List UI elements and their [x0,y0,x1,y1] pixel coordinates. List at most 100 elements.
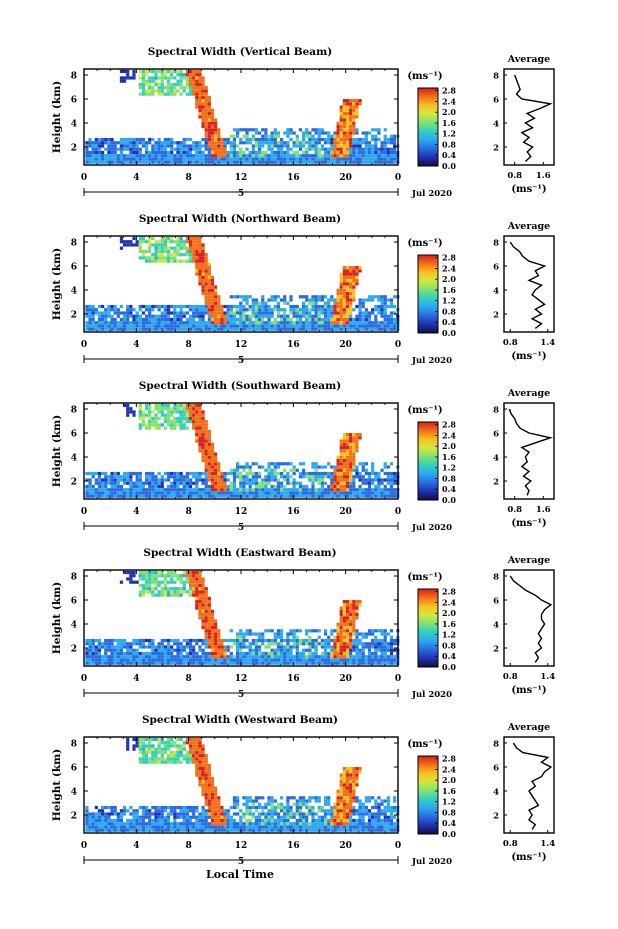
heatmap-cell [157,741,161,745]
heatmap-cell [141,590,146,594]
heatmap-cell [339,651,343,656]
heatmap-cell [126,154,130,158]
heatmap-cell [327,157,331,161]
heatmap-cell [364,147,368,151]
heatmap-cell [195,478,199,482]
heatmap-cell [349,648,353,652]
heatmap-cell [308,321,312,325]
heatmap-cell [236,642,240,646]
heatmap-cell [129,648,133,652]
heatmap-cell [91,812,95,816]
heatmap-cell [245,475,249,479]
heatmap-cell [195,73,199,77]
heatmap-cell [352,616,356,620]
heatmap-cell [377,645,381,649]
heatmap-cell [201,481,205,485]
heatmap-cell [339,475,343,479]
heatmap-cell [176,160,180,164]
y-tick-label: 2 [71,311,77,321]
heatmap-cell [179,160,183,164]
heatmap-cell [85,491,89,495]
heatmap-cell [273,471,277,476]
heatmap-cell [349,462,353,466]
heatmap-cell [239,321,243,325]
heatmap-cell [301,141,306,145]
heatmap-cell [317,150,321,155]
heatmap-cell [317,295,321,299]
heatmap-cell [352,603,356,607]
heatmap-cell [355,150,359,155]
heatmap-cell [349,108,353,112]
colorbar-unit: (ms⁻¹) [407,238,442,249]
heatmap-cell [182,73,186,77]
heatmap-cell [242,468,246,472]
heatmap-cell [91,484,95,489]
heatmap-cell [126,494,130,498]
heatmap-cell [148,818,152,823]
heatmap-cell [154,160,158,164]
heatmap-cell [91,157,95,161]
heatmap-cell [144,92,149,96]
heatmap-cell [210,458,215,463]
heatmap-cell [333,141,337,145]
heatmap-cell [298,147,303,151]
heatmap-cell [119,828,124,832]
colorbar-unit: (ms⁻¹) [407,405,442,416]
heatmap-cell [355,102,359,106]
heatmap-cell [204,253,208,257]
heatmap-cell [88,311,92,315]
heatmap-cell [364,144,368,148]
heatmap-cell [163,583,168,588]
heatmap-cell [192,141,196,145]
heatmap-cell [320,321,325,325]
heatmap-cell [298,160,303,164]
heatmap-cell [210,475,215,479]
heatmap-cell [104,815,108,819]
heatmap-cell [188,587,193,591]
colorbar-tick-label: 1.6 [442,118,456,128]
heatmap-cell [301,321,306,325]
heatmap-cell [339,131,343,135]
heatmap-cell [264,301,268,305]
heatmap-cell [198,420,202,424]
heatmap-cell [217,327,221,331]
heatmap-cell [289,157,293,161]
heatmap-cell [355,112,359,116]
heatmap-cell [157,488,161,492]
heatmap-cell [242,651,246,656]
heatmap-cell [185,82,189,87]
heatmap-cell [236,131,240,135]
heatmap-cell [188,150,193,155]
heatmap-cell [144,304,149,309]
heatmap-cell [367,629,372,633]
heatmap-cell [138,655,142,659]
heatmap-cell [166,488,171,492]
heatmap-cell [122,828,127,832]
heatmap-cell [163,416,168,421]
heatmap-cell [367,157,372,161]
heatmap-cell [352,606,356,610]
heatmap-cell [374,635,378,639]
heatmap-cell [380,147,384,151]
heatmap-cell [345,108,350,112]
heatmap-cell [389,481,394,485]
heatmap-cell [355,651,359,656]
heatmap-cell [138,481,142,485]
heatmap-cell [349,314,353,318]
heatmap-cell [342,118,346,122]
heatmap-cell [207,304,211,309]
heatmap-cell [323,317,328,322]
heatmap-cell [314,642,318,646]
heatmap-cell [176,420,180,424]
heatmap-cell [195,580,199,584]
heatmap-cell [355,468,359,472]
heatmap-cell [135,494,139,498]
average-unit: (ms⁻¹) [511,685,546,696]
heatmap-cell [258,465,262,469]
heatmap-cell [364,494,368,498]
heatmap-cell [223,304,227,309]
heatmap-cell [261,295,265,299]
heatmap-cell [383,658,387,662]
heatmap-cell [349,275,353,279]
heatmap-cell [242,154,246,158]
